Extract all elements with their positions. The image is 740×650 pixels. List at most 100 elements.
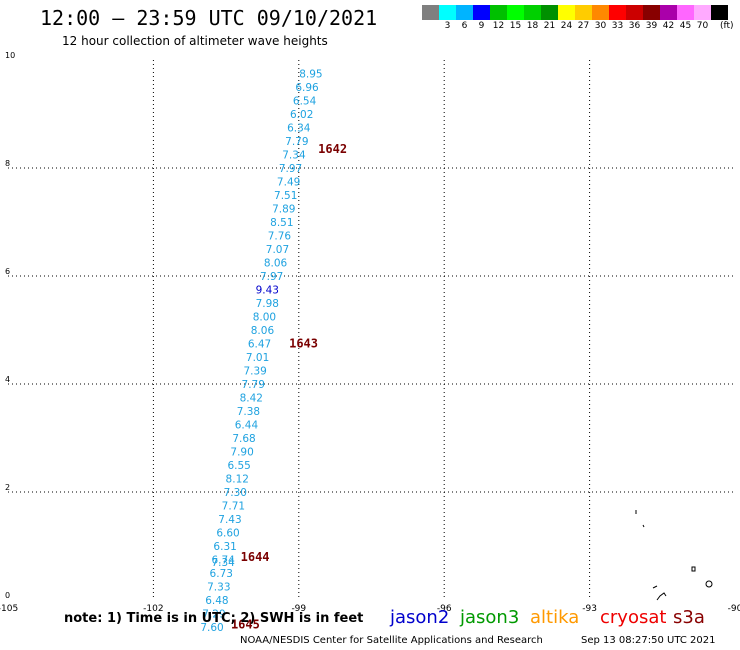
swh-value: 7.34 (282, 150, 306, 162)
island-mark (705, 580, 713, 588)
satellite-legend-altika: altika (530, 607, 580, 628)
swh-value: 6.55 (227, 460, 250, 472)
legend-label: 33 (611, 21, 624, 31)
swh-value: 8.95 (299, 69, 322, 81)
legend-label: 36 (628, 21, 641, 31)
legend-label: 30 (594, 21, 607, 31)
time-label: 1642 (318, 142, 347, 156)
swh-value: 7.29 (202, 609, 225, 621)
swh-value: 6.73 (210, 568, 233, 580)
swh-value: 6.54 (293, 96, 317, 108)
swh-value: 6.96 (295, 82, 319, 94)
legend-label: 18 (526, 21, 539, 31)
x-tick-label: -93 (582, 604, 597, 614)
x-tick-label: -90 (728, 604, 740, 614)
credit-text: NOAA/NESDIS Center for Satellite Applica… (240, 635, 543, 646)
swh-value: 6.44 (235, 420, 259, 432)
swh-value: 6.74 (211, 555, 235, 567)
legend-swatch (456, 5, 473, 20)
satellite-legend-jason3: jason3 (460, 607, 520, 628)
legend-label: 45 (679, 21, 692, 31)
legend-swatch (677, 5, 694, 20)
swh-value: 6.48 (205, 595, 228, 607)
legend-swatch (643, 5, 660, 20)
legend-swatch (490, 5, 507, 20)
legend-swatch (626, 5, 643, 20)
legend-swatch (507, 5, 524, 20)
swh-value: 8.51 (270, 217, 293, 229)
swh-value: 7.79 (242, 379, 265, 391)
legend-label: 42 (662, 21, 675, 31)
satellite-legend-s3a: s3a (673, 607, 705, 628)
legend-label: 15 (509, 21, 522, 31)
legend-swatch (439, 5, 456, 20)
island-mark (642, 524, 645, 528)
swh-value: 6.34 (287, 123, 311, 135)
swh-value: 7.60 (200, 622, 223, 634)
y-tick-label: 0 (5, 591, 10, 600)
legend-label: 3 (444, 21, 451, 31)
page-subtitle: 12 hour collection of altimeter wave hei… (62, 34, 328, 48)
x-tick-label: -102 (143, 604, 163, 614)
legend-label: 9 (478, 21, 485, 31)
legend-swatch (592, 5, 609, 20)
legend-swatch (558, 5, 575, 20)
swh-value: 7.79 (285, 136, 308, 148)
legend-swatch (609, 5, 626, 20)
legend-swatch (694, 5, 711, 20)
swh-value: 7.97 (260, 271, 283, 283)
swh-value: 7.39 (243, 366, 266, 378)
satellite-legend-jason2: jason2 (390, 607, 450, 628)
y-tick-label: 10 (5, 51, 15, 60)
time-label: 1645 (231, 617, 260, 631)
swh-value: 7.98 (256, 298, 279, 310)
legend-label: 27 (577, 21, 590, 31)
swh-value: 7.68 (232, 433, 255, 445)
legend-label: 39 (645, 21, 658, 31)
swh-value: 7.07 (266, 244, 289, 256)
legend-swatch (473, 5, 490, 20)
y-tick-label: 8 (5, 159, 10, 168)
swh-value: 6.02 (290, 109, 313, 121)
legend-label: 12 (492, 21, 505, 31)
swh-value: 7.71 (222, 501, 245, 513)
page-title: 12:00 – 23:59 UTC 09/10/2021 (40, 6, 378, 30)
coastline-mark (656, 592, 667, 601)
color-legend (422, 5, 728, 20)
time-label: 1644 (241, 550, 270, 564)
swh-value: 8.06 (264, 258, 288, 270)
y-tick-label: 6 (5, 267, 10, 276)
swh-value: 7.97 (279, 163, 302, 175)
legend-label: 21 (543, 21, 556, 31)
footnote: note: 1) Time is in UTC; 2) SWH is in fe… (64, 611, 364, 626)
swh-value: 7.51 (274, 190, 297, 202)
swh-value: 7.90 (230, 447, 253, 459)
satellite-legend-cryosat: cryosat (600, 607, 667, 628)
swh-value: 7.89 (272, 204, 295, 216)
swh-value: 7.49 (277, 177, 300, 189)
y-tick-label: 2 (5, 483, 10, 492)
timestamp-text: Sep 13 08:27:50 UTC 2021 (581, 635, 716, 646)
swh-value: 8.42 (240, 393, 263, 405)
swh-value: 7.76 (268, 231, 292, 243)
island-mark (652, 585, 658, 589)
x-tick-label: -105 (0, 604, 18, 614)
island-mark (691, 566, 696, 572)
time-label: 1643 (289, 337, 318, 351)
y-tick-label: 4 (5, 375, 10, 384)
legend-swatch (541, 5, 558, 20)
legend-swatch (422, 5, 439, 20)
legend-swatch (524, 5, 541, 20)
legend-unit: (ft) (720, 21, 734, 31)
swh-value: 7.01 (246, 352, 269, 364)
swh-value: 6.60 (216, 528, 239, 540)
swh-value: 8.06 (251, 325, 275, 337)
swh-value: 6.47 (248, 339, 271, 351)
legend-label: 6 (461, 21, 468, 31)
legend-swatch (660, 5, 677, 20)
x-tick-label: -99 (291, 604, 306, 614)
legend-label: 24 (560, 21, 573, 31)
swh-value: 6.31 (213, 541, 236, 553)
swh-value: 7.43 (218, 514, 241, 526)
